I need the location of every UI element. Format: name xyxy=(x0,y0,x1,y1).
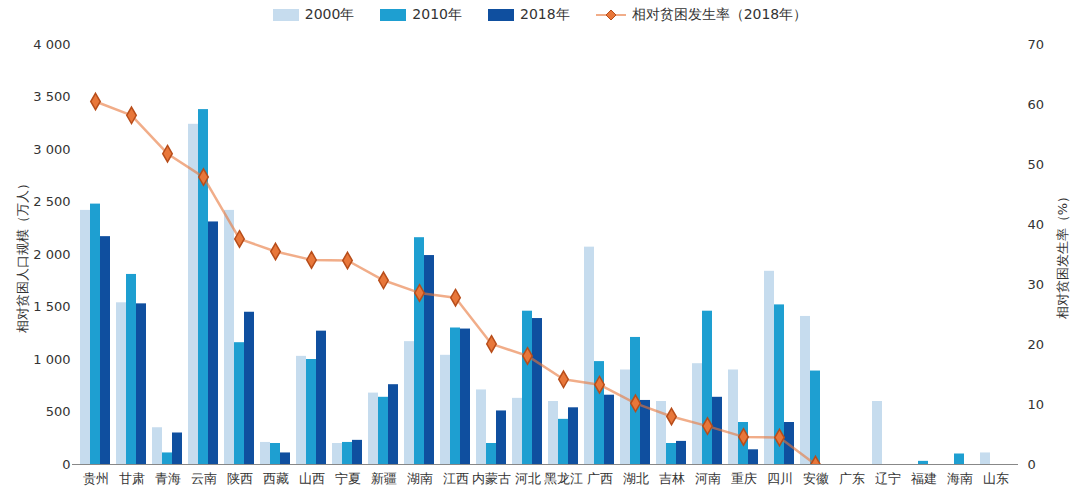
svg-text:0: 0 xyxy=(62,457,70,472)
svg-text:4 000: 4 000 xyxy=(33,37,70,52)
svg-text:西藏: 西藏 xyxy=(263,471,289,486)
html-text:2010年: 2010年 xyxy=(412,6,462,22)
svg-text:吉林: 吉林 xyxy=(659,471,685,486)
svg-text:70: 70 xyxy=(1028,37,1045,52)
svg-text:黑龙江: 黑龙江 xyxy=(544,471,583,486)
svg-text:陕西: 陕西 xyxy=(227,471,253,486)
svg-text:海南: 海南 xyxy=(947,471,973,486)
svg-text:安徽: 安徽 xyxy=(803,471,829,486)
svg-text:湖南: 湖南 xyxy=(407,471,433,486)
svg-text:河北: 河北 xyxy=(515,471,541,486)
svg-text:30: 30 xyxy=(1028,277,1045,292)
svg-text:1 000: 1 000 xyxy=(33,352,70,367)
svg-text:甘肃: 甘肃 xyxy=(119,471,145,486)
svg-text:10: 10 xyxy=(1028,397,1045,412)
svg-text:2 500: 2 500 xyxy=(33,194,70,209)
svg-text:青海: 青海 xyxy=(155,471,181,486)
svg-text:福建: 福建 xyxy=(911,471,937,486)
svg-text:重庆: 重庆 xyxy=(731,471,757,486)
svg-text:贵州: 贵州 xyxy=(83,471,109,486)
svg-text:60: 60 xyxy=(1028,97,1045,112)
svg-text:20: 20 xyxy=(1028,337,1045,352)
svg-text:山东: 山东 xyxy=(983,471,1009,486)
svg-text:50: 50 xyxy=(1028,157,1045,172)
svg-text:湖北: 湖北 xyxy=(623,471,649,486)
svg-text:3 500: 3 500 xyxy=(33,89,70,104)
svg-text:相对贫困发生率（%）: 相对贫困发生率（%） xyxy=(1055,190,1070,319)
svg-text:宁夏: 宁夏 xyxy=(335,471,361,486)
svg-text:四川: 四川 xyxy=(767,471,793,486)
svg-text:河南: 河南 xyxy=(695,471,721,486)
svg-text:内蒙古: 内蒙古 xyxy=(472,471,511,486)
svg-text:广西: 广西 xyxy=(587,471,613,486)
svg-text:相对贫困人口规模（万人）: 相对贫困人口规模（万人） xyxy=(15,177,30,333)
svg-text:云南: 云南 xyxy=(191,471,217,486)
svg-text:3 000: 3 000 xyxy=(33,142,70,157)
svg-text:40: 40 xyxy=(1028,217,1045,232)
svg-text:500: 500 xyxy=(46,404,71,419)
svg-text:0: 0 xyxy=(1028,457,1036,472)
svg-text:广东: 广东 xyxy=(839,471,865,486)
svg-text:辽宁: 辽宁 xyxy=(875,471,901,486)
svg-text:2 000: 2 000 xyxy=(33,247,70,262)
svg-text:1 500: 1 500 xyxy=(33,299,70,314)
html-text:2000年: 2000年 xyxy=(304,6,355,22)
svg-text:新疆: 新疆 xyxy=(371,471,397,486)
svg-text:江西: 江西 xyxy=(443,471,469,486)
svg-text:山西: 山西 xyxy=(299,471,325,486)
html-text:相对贫困发生率（2018年）: 相对贫困发生率（2018年） xyxy=(631,6,808,22)
html-text:2018年: 2018年 xyxy=(520,6,570,22)
